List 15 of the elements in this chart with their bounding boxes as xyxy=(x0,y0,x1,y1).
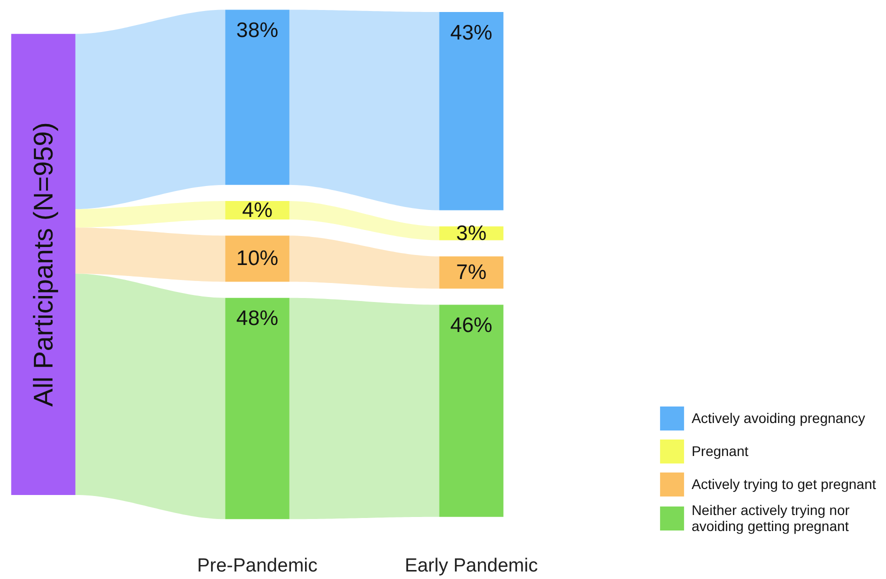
legend-label: Actively trying to get pregnant xyxy=(692,475,876,494)
text: All Participants (N=959) xyxy=(28,122,58,407)
legend-label: Neither actively trying nor avoiding getting pregnant xyxy=(692,502,850,534)
category-label: Early Pandemic xyxy=(404,556,538,576)
category-label: Pre-Pandemic xyxy=(197,556,318,576)
data-label: 7% xyxy=(456,261,487,284)
legend-label: Actively avoiding pregnancy xyxy=(692,409,866,428)
data-label: 38% xyxy=(236,18,278,42)
data-label: 48% xyxy=(236,307,278,330)
legend-label: Pregnant xyxy=(692,442,748,461)
data-label: 43% xyxy=(450,21,492,44)
data-label: 3% xyxy=(456,222,487,245)
data-label: 46% xyxy=(450,314,492,338)
data-label: 4% xyxy=(242,198,272,222)
data-label: 10% xyxy=(236,247,278,270)
